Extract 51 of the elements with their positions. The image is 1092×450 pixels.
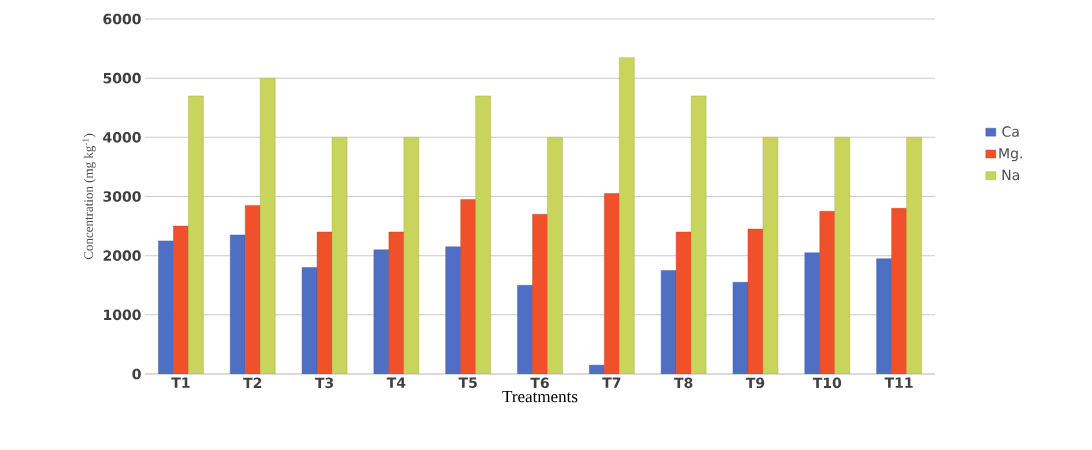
bar (891, 208, 907, 374)
bar (532, 214, 548, 374)
bar (517, 285, 533, 374)
bar (388, 231, 405, 374)
bar (906, 137, 922, 374)
bar (604, 193, 620, 374)
y-tick-label: 4000 (103, 132, 141, 143)
y-tick-label: 1000 (104, 309, 141, 321)
x-tick-label: T6 (530, 377, 549, 389)
x-tick-label: T9 (745, 377, 765, 389)
bar (403, 137, 420, 374)
x-tick-label: T11 (884, 377, 913, 388)
bar (230, 234, 246, 374)
x-tick-label: T1 (171, 377, 190, 388)
x-tick-label: T7 (602, 377, 621, 388)
bar (547, 137, 563, 374)
x-tick-label: T4 (386, 377, 406, 388)
bar (804, 252, 820, 374)
bar (316, 231, 333, 374)
bar (834, 137, 850, 374)
bar (460, 199, 476, 374)
y-tick-label: 6000 (103, 13, 141, 25)
x-tick-label: T5 (458, 377, 477, 388)
y-tick-label: 2000 (103, 250, 141, 261)
legend-label: Na (1002, 169, 1019, 181)
y-tick-label: 5000 (103, 72, 141, 84)
y-tick-label: 0 (132, 368, 141, 380)
bar (876, 258, 892, 374)
bar (762, 137, 779, 374)
legend-label: Mg. (999, 148, 1022, 162)
bar (245, 205, 261, 374)
bar (260, 77, 276, 374)
x-tick-label: T3 (314, 377, 334, 389)
x-tick-label: T10 (812, 377, 842, 389)
y-tick-label: 3000 (103, 191, 141, 202)
bar (445, 246, 461, 374)
bar (475, 95, 491, 374)
bar (188, 95, 204, 374)
bar (690, 95, 707, 374)
bar (173, 225, 189, 374)
legend-label: Ca (1002, 126, 1019, 137)
bar (747, 228, 764, 374)
bar (331, 137, 348, 374)
bar (619, 57, 635, 374)
x-axis-title: Treatments (502, 390, 578, 403)
y-axis-title: Concentration (mg kg$^{-1}$) (82, 133, 96, 260)
x-tick-label: T8 (674, 377, 693, 389)
bar (675, 231, 692, 374)
bar (158, 240, 174, 374)
bar (819, 211, 835, 374)
x-tick-label: T2 (243, 377, 262, 388)
